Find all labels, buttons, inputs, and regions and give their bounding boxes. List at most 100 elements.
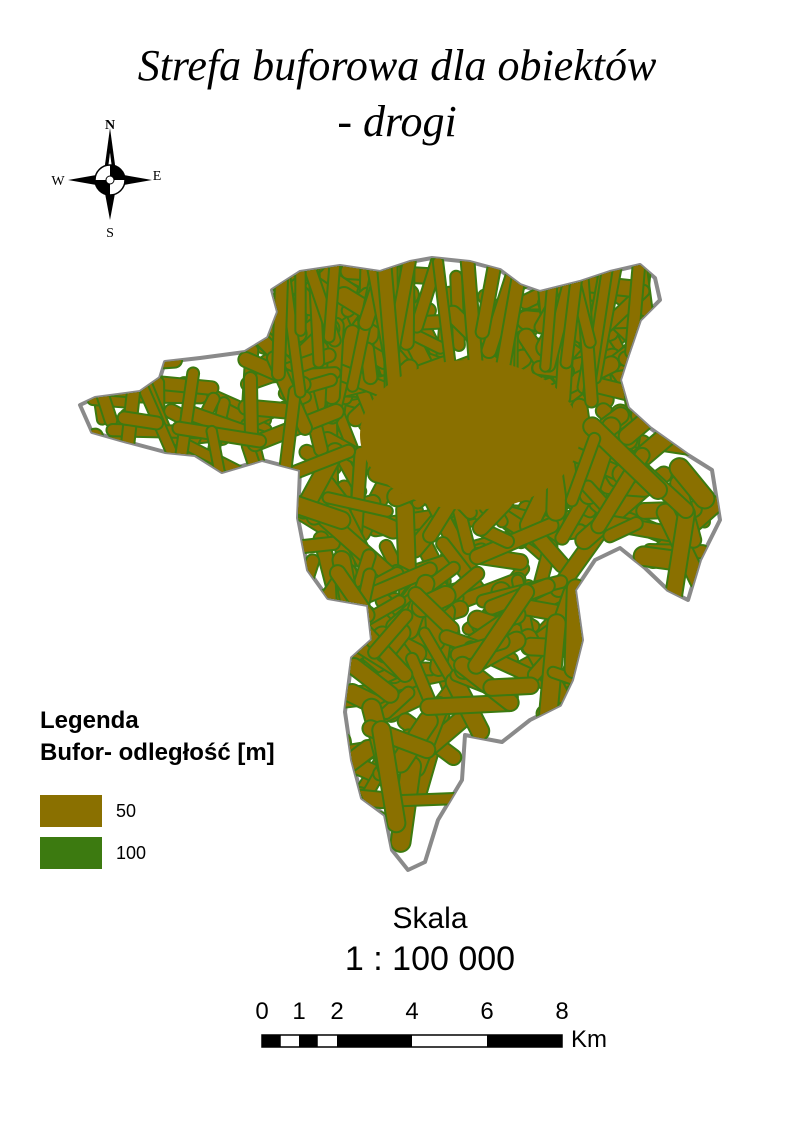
road-buffer-100 (509, 258, 570, 292)
legend-subtitle: Bufor- odległość [m] (40, 739, 275, 766)
road-buffer-100 (617, 340, 673, 368)
road-buffer-100 (677, 387, 720, 416)
west-arrow-point (68, 174, 102, 186)
scale-bar: 0 1 2 4 6 8 Km (255, 998, 607, 1053)
road-buffer-50 (582, 481, 610, 511)
legend-swatch-100 (40, 837, 102, 869)
road-buffer-50 (604, 518, 642, 542)
legend-label-50: 50 (116, 800, 137, 821)
compass-rose-icon: N S E W (51, 118, 162, 241)
road-buffer-100 (276, 617, 339, 642)
scale-segment (262, 1035, 281, 1047)
road-buffer-100 (695, 393, 713, 456)
road-buffer-50 (373, 722, 405, 832)
legend: Legenda Bufor- odległość [m] 50 100 (40, 705, 360, 869)
road-buffer-100 (652, 414, 698, 446)
road-buffer-50 (377, 258, 402, 405)
road-buffer-50 (118, 412, 163, 429)
road-buffer-50 (654, 416, 696, 444)
road-buffer-50 (511, 258, 568, 290)
road-buffer-50 (476, 258, 501, 338)
road-buffer-50 (565, 580, 584, 678)
road-buffer-50 (484, 678, 538, 695)
road-buffer-100 (638, 398, 678, 418)
road-buffer-50 (80, 350, 145, 397)
map-title-line1: Strefa buforowa dla obiektów (137, 41, 657, 90)
road-buffer-100 (86, 427, 121, 505)
road-buffer-50 (619, 342, 671, 366)
road-buffer-100 (310, 803, 388, 828)
road-buffer-50 (284, 594, 323, 619)
road-buffer-50 (80, 448, 138, 479)
road-buffer-50 (88, 429, 119, 503)
compass-label-n: N (105, 118, 115, 133)
legend-item-100: 100 (40, 837, 146, 869)
road-buffer-50 (361, 343, 377, 384)
road-buffer-50 (679, 389, 720, 414)
road-buffer-100 (282, 592, 325, 621)
road-buffer-50 (331, 606, 367, 662)
road-buffer-50 (407, 653, 437, 710)
scale-tick-4: 4 (405, 998, 418, 1025)
road-buffer-50 (331, 771, 383, 855)
compass-label-e: E (153, 169, 162, 184)
road-buffer-50 (665, 505, 694, 607)
road-buffer-50 (244, 372, 258, 443)
scale-segment (487, 1035, 562, 1047)
road-buffer-50 (381, 687, 414, 719)
scale-tick-8: 8 (555, 998, 568, 1025)
scale-text: Skala 1 : 100 000 (230, 900, 630, 980)
legend-label-100: 100 (116, 842, 147, 863)
compass-label-w: W (51, 174, 65, 189)
road-buffer-50 (409, 588, 458, 636)
road-buffer-50 (369, 610, 412, 658)
road-buffer-50 (530, 530, 569, 572)
road-buffer-50 (626, 258, 645, 358)
road-buffer-100 (80, 446, 140, 481)
road-buffer-100 (558, 681, 586, 730)
road-buffer-50 (697, 395, 711, 454)
road-buffer-50 (272, 258, 288, 380)
road-buffer-50 (670, 459, 714, 508)
road-buffer-100 (96, 369, 150, 393)
scale-tick-6: 6 (480, 998, 493, 1025)
road-buffer-50 (98, 371, 148, 391)
compass-label-s: S (106, 226, 114, 241)
road-buffer-50 (668, 382, 720, 469)
road-buffer-50 (323, 493, 392, 516)
scale-unit: Km (571, 1026, 607, 1053)
scale-title: Skala (392, 902, 468, 935)
road-buffer-100 (80, 348, 147, 399)
road-buffer-50 (650, 404, 701, 438)
scale-tick-2: 2 (330, 998, 343, 1025)
road-buffer-50 (566, 433, 600, 506)
legend-title: Legenda (40, 707, 139, 734)
scale-tick-0: 0 (255, 998, 268, 1025)
road-buffer-50 (278, 619, 337, 640)
road-buffer-50 (279, 386, 300, 482)
road-buffer-100 (648, 402, 703, 440)
legend-swatch-50 (40, 795, 102, 827)
buffer-map (78, 256, 722, 872)
road-buffer-50 (257, 598, 360, 629)
south-arrow-point (104, 188, 116, 220)
scale-tick-1: 1 (292, 998, 305, 1025)
road-buffer-50 (640, 400, 676, 416)
road-buffer-50 (560, 683, 584, 728)
road-buffer-50 (461, 258, 483, 384)
scale-ratio: 1 : 100 000 (344, 940, 516, 978)
road-buffer-50 (421, 695, 517, 715)
map-title: Strefa buforowa dla obiektów - drogi (0, 38, 794, 150)
road-buffer-50 (312, 805, 386, 826)
road-buffer-100 (329, 604, 369, 664)
road-buffer-100 (255, 596, 362, 631)
map-title-line2: - drogi (337, 97, 457, 146)
road-buffer-50 (346, 659, 398, 702)
urban-core-buffer (360, 360, 580, 510)
road-buffer-50 (433, 258, 455, 372)
road-buffer-50 (469, 585, 534, 673)
east-arrow-point (118, 174, 152, 186)
road-buffer-50 (584, 418, 667, 498)
legend-item-50: 50 (40, 795, 136, 827)
road-buffer-50 (324, 258, 340, 342)
